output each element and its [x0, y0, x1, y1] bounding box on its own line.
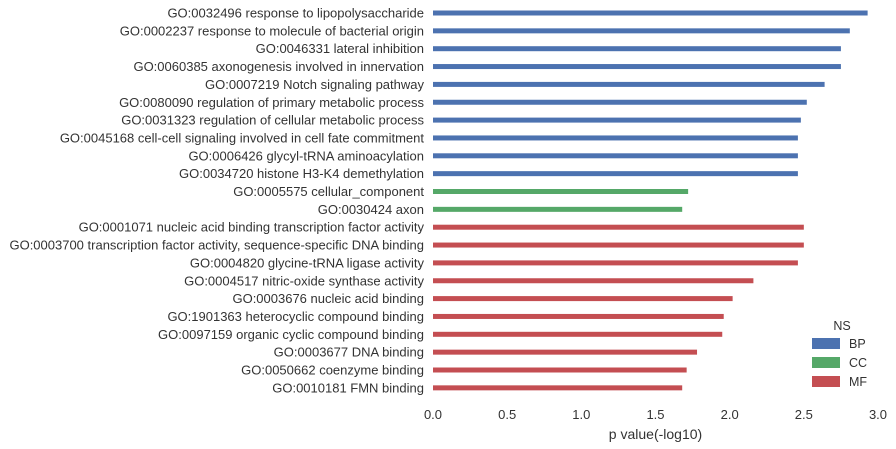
bar: [433, 153, 798, 159]
category-label: GO:0001071 nucleic acid binding transcri…: [79, 220, 425, 235]
bar: [433, 46, 841, 52]
category-label: GO:0097159 organic cyclic compound bindi…: [158, 327, 424, 342]
bar: [433, 349, 698, 355]
x-tick-label: 2.5: [795, 407, 813, 422]
category-label: GO:0030424 axon: [318, 202, 424, 217]
legend-entries: BP CC MF: [812, 337, 867, 389]
bar: [433, 81, 825, 87]
bar: [433, 135, 798, 141]
x-axis-label: p value(-log10): [609, 426, 702, 442]
category-label: GO:0010181 FMN binding: [272, 380, 424, 395]
category-label: GO:0031323 regulation of cellular metabo…: [121, 113, 424, 128]
bar: [433, 367, 687, 373]
category-label: GO:0032496 response to lipopolysaccharid…: [167, 6, 424, 21]
bar: [433, 64, 841, 70]
bar: [433, 99, 807, 105]
category-label: GO:0080090 regulation of primary metabol…: [119, 95, 424, 110]
legend-label: CC: [849, 356, 867, 370]
legend-label: MF: [849, 375, 867, 389]
category-label: GO:0002237 response to molecule of bacte…: [120, 23, 424, 38]
x-tick-labels: 0.0 0.5 1.0 1.5 2.0 2.5 3.0: [424, 407, 887, 422]
bar: [433, 242, 804, 248]
legend-swatch: [812, 357, 840, 368]
category-label: GO:0004820 glycine-tRNA ligase activity: [190, 255, 425, 270]
bar: [433, 224, 804, 230]
bar: [433, 296, 733, 302]
category-label: GO:0004517 nitric-oxide synthase activit…: [184, 273, 424, 288]
bar: [433, 10, 868, 16]
category-label: GO:1901363 heterocyclic compound binding: [167, 309, 424, 324]
bar: [433, 313, 724, 319]
category-label: GO:0005575 cellular_component: [233, 184, 424, 199]
category-label: GO:0034720 histone H3-K4 demethylation: [179, 166, 424, 181]
category-label: GO:0045168 cell-cell signaling involved …: [60, 130, 425, 145]
category-label: GO:0060385 axonogenesis involved in inne…: [133, 59, 424, 74]
legend-label: BP: [849, 337, 866, 351]
x-tick-label: 1.0: [572, 407, 590, 422]
category-label: GO:0007219 Notch signaling pathway: [205, 77, 424, 92]
bar: [433, 28, 850, 34]
bar: [433, 260, 798, 266]
x-tick-label: 2.0: [721, 407, 739, 422]
legend-swatch: [812, 376, 840, 387]
bar: [433, 206, 683, 212]
legend-swatch: [812, 338, 840, 349]
x-tick-label: 0.5: [498, 407, 516, 422]
bar: [433, 385, 683, 391]
legend: NS BP CC MF: [812, 319, 867, 389]
category-label: GO:0003677 DNA binding: [274, 345, 424, 360]
category-label: GO:0046331 lateral inhibition: [256, 41, 424, 56]
bar: [433, 331, 723, 337]
bar: [433, 171, 798, 177]
bar: [433, 189, 689, 194]
x-tick-label: 1.5: [646, 407, 664, 422]
category-label: GO:0050662 coenzyme binding: [241, 363, 424, 378]
bar: [433, 278, 754, 284]
category-label: GO:0006426 glycyl-tRNA aminoacylation: [188, 148, 424, 163]
category-labels: GO:0032496 response to lipopolysaccharid…: [9, 6, 424, 396]
legend-title: NS: [833, 319, 850, 333]
category-label: GO:0003676 nucleic acid binding: [232, 291, 424, 306]
x-tick-label: 0.0: [424, 407, 442, 422]
bars-layer: [433, 10, 868, 391]
x-tick-label: 3.0: [869, 407, 887, 422]
category-label: GO:0003700 transcription factor activity…: [9, 238, 424, 253]
bar: [433, 117, 801, 123]
